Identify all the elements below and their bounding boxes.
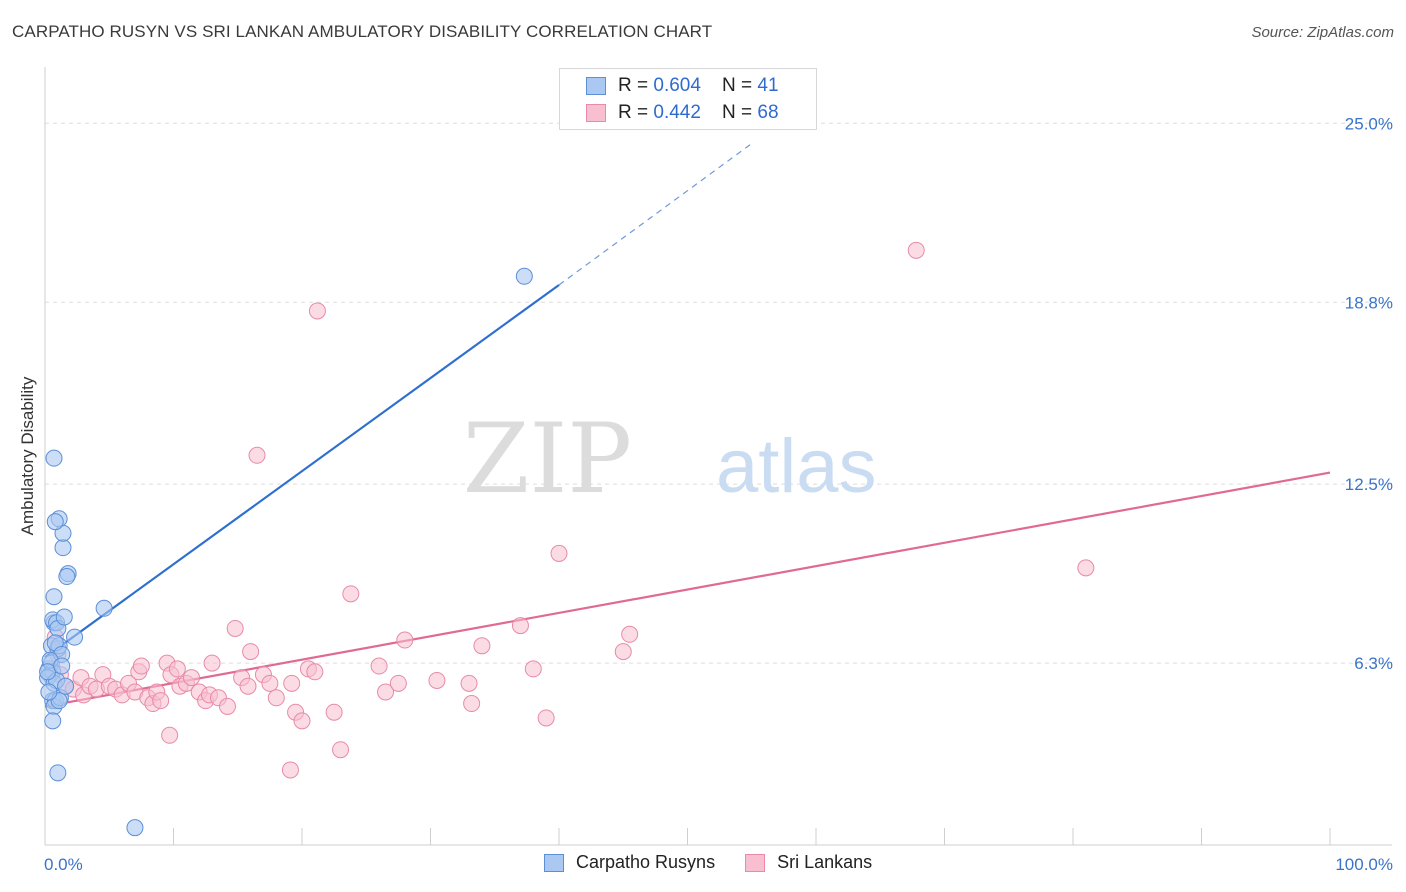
point-carpatho-rusyns	[46, 513, 64, 531]
point-sri-lankans	[342, 585, 360, 603]
watermark: ZIP atlas	[463, 403, 877, 515]
n-value: 68	[757, 102, 779, 123]
point-sri-lankans	[281, 761, 299, 779]
legend-swatch-blue	[586, 77, 606, 95]
stats-legend: R = 0.604 N = 41 R = 0.442 N = 68	[559, 68, 817, 130]
y-tick-label: 18.8%	[1345, 293, 1393, 312]
legend-swatch-pink	[745, 853, 766, 872]
point-sri-lankans	[460, 674, 478, 692]
point-sri-lankans	[550, 544, 568, 562]
tick-labels: 6.3% 12.5% 18.8% 25.0% 0.0% 100.0%	[44, 114, 1393, 874]
y-tick-label: 25.0%	[1345, 114, 1393, 133]
point-sri-lankans	[218, 697, 236, 715]
point-sri-lankans	[182, 669, 200, 687]
point-sri-lankans	[511, 617, 529, 635]
point-sri-lankans	[161, 726, 179, 744]
point-sri-lankans	[325, 703, 343, 721]
point-sri-lankans	[239, 677, 257, 695]
point-carpatho-rusyns	[66, 628, 84, 646]
legend-item-carpatho-rusyns: Carpatho Rusyns	[544, 852, 715, 873]
point-sri-lankans	[907, 241, 925, 259]
point-sri-lankans	[226, 619, 244, 637]
point-sri-lankans	[203, 654, 221, 672]
point-sri-lankans	[1077, 559, 1095, 577]
point-sri-lankans	[396, 631, 414, 649]
trend-line-carpatho-rusyns-extension	[558, 143, 753, 286]
data-points	[39, 241, 1095, 837]
point-sri-lankans	[614, 643, 632, 661]
point-carpatho-rusyns	[126, 819, 144, 837]
point-carpatho-rusyns	[95, 599, 113, 617]
point-carpatho-rusyns	[44, 712, 62, 730]
watermark-atlas: atlas	[716, 424, 877, 509]
legend-row-1: R = 0.604 N = 41	[618, 75, 779, 97]
source-label: Source: ZipAtlas.com	[1251, 24, 1394, 41]
legend-label: Carpatho Rusyns	[576, 852, 716, 872]
point-sri-lankans	[524, 660, 542, 678]
x-tick-label: 100.0%	[1335, 855, 1393, 874]
point-carpatho-rusyns	[49, 764, 67, 782]
grid-lines	[45, 122, 1392, 664]
x-tick-label: 0.0%	[44, 855, 83, 874]
point-carpatho-rusyns	[57, 677, 75, 695]
n-value: 41	[757, 75, 779, 96]
point-carpatho-rusyns	[40, 683, 58, 701]
point-sri-lankans	[267, 689, 285, 707]
point-sri-lankans	[332, 741, 350, 759]
point-carpatho-rusyns	[39, 663, 57, 681]
chart-title: CARPATHO RUSYN VS SRI LANKAN AMBULATORY …	[12, 22, 713, 41]
n-label: N =	[722, 75, 758, 96]
point-sri-lankans	[242, 643, 260, 661]
point-carpatho-rusyns	[53, 657, 71, 675]
point-carpatho-rusyns	[55, 608, 73, 626]
r-value: 0.442	[653, 102, 701, 123]
point-sri-lankans	[370, 657, 388, 675]
point-sri-lankans	[428, 671, 446, 689]
point-sri-lankans	[473, 637, 491, 655]
point-sri-lankans	[463, 695, 481, 713]
y-tick-label: 6.3%	[1354, 654, 1393, 673]
n-label: N =	[722, 102, 758, 123]
watermark-zip: ZIP	[463, 403, 632, 515]
legend-item-sri-lankans: Sri Lankans	[745, 852, 872, 873]
legend-swatch-blue	[544, 853, 564, 872]
legend-label: Sri Lankans	[777, 852, 873, 872]
point-carpatho-rusyns	[58, 568, 76, 586]
point-sri-lankans	[152, 692, 170, 710]
legend-swatch-pink	[586, 104, 606, 122]
r-label: R =	[618, 102, 654, 123]
point-sri-lankans	[308, 302, 326, 320]
point-sri-lankans	[537, 709, 555, 727]
point-carpatho-rusyns	[54, 539, 72, 557]
point-sri-lankans	[306, 663, 324, 681]
series-legend: Carpatho Rusyns Sri Lankans	[544, 852, 902, 873]
point-sri-lankans	[293, 712, 311, 730]
point-sri-lankans	[283, 674, 301, 692]
point-carpatho-rusyns	[45, 588, 63, 606]
trend-line-carpatho-rusyns	[44, 284, 560, 659]
point-sri-lankans	[389, 674, 407, 692]
y-tick-label: 12.5%	[1345, 475, 1393, 494]
point-sri-lankans	[621, 625, 639, 643]
r-label: R =	[618, 75, 654, 96]
legend-row-2: R = 0.442 N = 68	[618, 102, 779, 124]
point-sri-lankans	[168, 660, 186, 678]
axes	[44, 67, 1392, 846]
point-sri-lankans	[132, 657, 150, 675]
point-sri-lankans	[261, 674, 279, 692]
point-carpatho-rusyns	[45, 449, 63, 467]
point-sri-lankans	[377, 683, 395, 701]
r-value: 0.604	[653, 75, 701, 96]
point-sri-lankans	[248, 446, 266, 464]
point-carpatho-rusyns	[515, 267, 533, 285]
